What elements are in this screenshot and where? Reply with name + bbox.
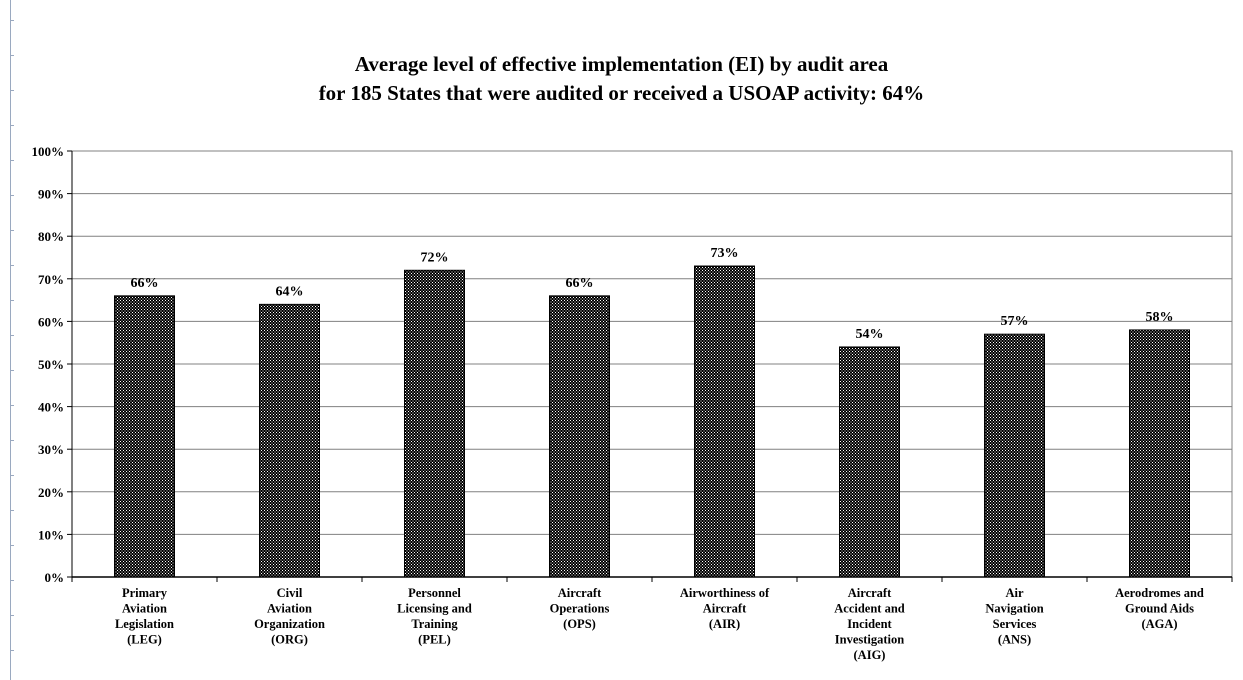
x-tick-label-line: Aircraft — [848, 586, 892, 600]
y-tick-label: 40% — [38, 400, 64, 415]
y-tick-label: 50% — [38, 357, 64, 372]
data-label: 54% — [856, 327, 884, 342]
bar — [114, 295, 175, 578]
x-tick-label-line: Navigation — [985, 602, 1043, 616]
margin-tick — [10, 615, 14, 616]
x-tick-label-line: Aircraft — [558, 586, 602, 600]
margin-tick — [10, 90, 14, 91]
data-label: 73% — [711, 246, 739, 261]
y-tick-label: 60% — [38, 314, 64, 329]
data-label: 64% — [276, 284, 304, 299]
x-tick-label: Aircraft Accident and Incident Investigatio… — [834, 586, 905, 662]
y-tick-label: 70% — [38, 272, 64, 287]
x-tick-label-line: (ORG) — [271, 633, 308, 647]
y-tick-label: 20% — [38, 485, 64, 500]
x-tick-label-line: Air — [1005, 586, 1024, 600]
x-tick-label-line: Primary — [122, 586, 168, 600]
x-tick-label-line: Organization — [254, 617, 325, 631]
margin-tick — [10, 580, 14, 581]
bar — [404, 269, 465, 578]
x-tick-label-line: Investigation — [835, 633, 905, 647]
x-tick-label-line: Airworthiness of — [680, 586, 770, 600]
margin-tick — [10, 20, 14, 21]
x-tick-label-line: Training — [411, 617, 458, 631]
bar — [984, 333, 1045, 578]
x-tick-label: Primary Aviation Legislation (LEG) — [115, 586, 174, 647]
x-tick-label-line: Legislation — [115, 617, 174, 631]
margin-tick — [10, 370, 14, 371]
x-tick-label-line: Services — [993, 617, 1037, 631]
y-axis: 0% 10% 20% 30% 40% 50% 60% 70% 80% 90% 100% — [32, 144, 73, 585]
x-tick-label-line: Aviation — [267, 602, 312, 616]
margin-tick — [10, 510, 14, 511]
y-tick-label: 90% — [38, 187, 64, 202]
margin-tick — [10, 300, 14, 301]
bar — [259, 303, 320, 578]
bar — [549, 295, 610, 578]
x-tick-label-line: Operations — [550, 602, 610, 616]
x-tick-label: Aircraft Operations (OPS) — [550, 586, 610, 631]
margin-tick — [10, 230, 14, 231]
margin-tick — [10, 545, 14, 546]
x-tick-label: Civil Aviation Organization (ORG) — [254, 586, 325, 647]
x-tick-label-line: Personnel — [408, 586, 461, 600]
chart-subtitle: for 185 States that were audited or rece… — [318, 81, 925, 105]
x-axis: Primary Aviation Legislation (LEG)Civil Avia… — [71, 576, 1233, 662]
margin-tick — [10, 475, 14, 476]
x-tick-label-line: Civil — [277, 586, 303, 600]
x-tick-label: Airworthiness of Aircraft (AIR) — [680, 586, 770, 631]
margin-tick — [10, 405, 14, 406]
margin-tick — [10, 125, 14, 126]
x-tick-label-line: (PEL) — [418, 633, 451, 647]
data-label: 72% — [421, 250, 449, 265]
bar — [1129, 329, 1190, 578]
x-tick-label-line: Ground Aids — [1125, 602, 1194, 616]
x-tick-label-line: (AIR) — [709, 617, 740, 631]
x-tick-label: Personnel Licensing and Training (PEL) — [397, 586, 472, 647]
y-tick-label: 10% — [38, 527, 64, 542]
left-margin-rule — [10, 0, 11, 680]
margin-tick — [10, 440, 14, 441]
y-tick-label: 30% — [38, 442, 64, 457]
chart-title: Average level of effective implementatio… — [354, 52, 889, 76]
x-tick-label: Air Navigation Services (ANS) — [985, 586, 1043, 647]
x-tick-label-line: (AIG) — [854, 648, 886, 662]
x-tick-label-line: Accident and — [834, 602, 905, 616]
x-tick-label-line: (AGA) — [1141, 617, 1177, 631]
data-labels: 66% 64% 72% 66% 73% 54% 57% 58% — [131, 246, 1174, 342]
x-tick-label-line: (LEG) — [127, 633, 162, 647]
x-tick-label-line: Aircraft — [703, 602, 747, 616]
margin-tick — [10, 650, 14, 651]
margin-tick — [10, 160, 14, 161]
gridlines — [71, 150, 1233, 578]
y-tick-label: 100% — [32, 144, 65, 159]
x-tick-label-line: Incident — [847, 617, 892, 631]
chart-title-block: Average level of effective implementatio… — [0, 50, 1243, 108]
y-tick-label: 80% — [38, 229, 64, 244]
margin-tick — [10, 335, 14, 336]
bars — [114, 265, 1190, 578]
x-tick-label-line: Licensing and — [397, 602, 472, 616]
x-tick-label: Aerodromes and Ground Aids (AGA) — [1115, 586, 1204, 631]
data-label: 58% — [1146, 310, 1174, 325]
bar — [839, 346, 900, 578]
x-tick-label-line: (OPS) — [563, 617, 596, 631]
margin-tick — [10, 195, 14, 196]
margin-tick — [10, 55, 14, 56]
margin-tick — [10, 265, 14, 266]
x-tick-label-line: Aviation — [122, 602, 167, 616]
x-tick-label-line: (ANS) — [998, 633, 1031, 647]
bar — [694, 265, 755, 578]
data-label: 66% — [131, 276, 159, 291]
y-tick-label: 0% — [45, 570, 65, 585]
data-label: 57% — [1001, 314, 1029, 329]
x-tick-label-line: Aerodromes and — [1115, 586, 1204, 600]
data-label: 66% — [566, 276, 594, 291]
